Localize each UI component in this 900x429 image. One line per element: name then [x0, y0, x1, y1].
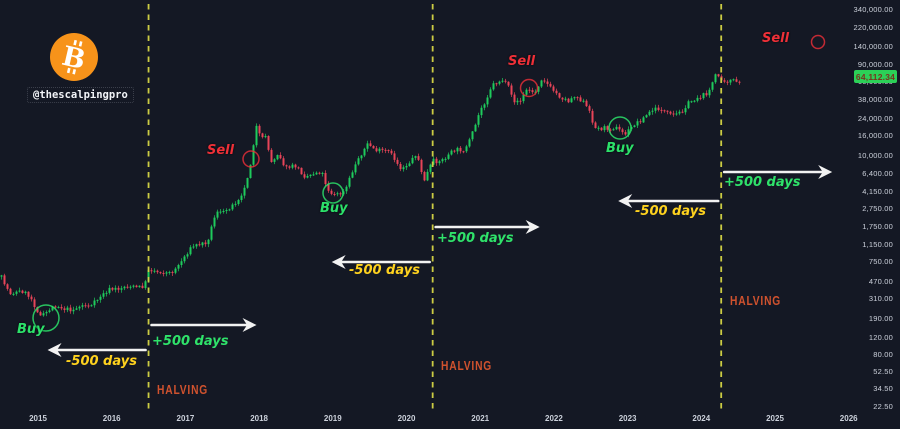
price-axis-label: 1,750.00: [862, 222, 893, 232]
buy-circle: [608, 116, 632, 140]
year-label: 2023: [618, 414, 637, 423]
buy-circle: [32, 304, 60, 332]
year-label: 2024: [692, 414, 711, 423]
price-axis-label: 10,000.00: [857, 150, 893, 160]
watermark-handle: @thescalpingpro: [27, 87, 134, 103]
last-price-badge: 64,112.34: [854, 70, 897, 83]
price-axis-label: 4,150.00: [862, 186, 893, 196]
price-axis[interactable]: 340,000.00220,000.00140,000.0090,000.006…: [828, 0, 900, 412]
price-axis-label: 52.50: [873, 367, 893, 377]
year-label: 2026: [839, 414, 858, 423]
price-axis-label: 22.50: [873, 402, 893, 412]
price-axis-label: 6,400.00: [862, 168, 893, 178]
price-axis-label: 120.00: [868, 332, 893, 342]
halving-lines: [147, 4, 723, 412]
price-axis-label: 310.00: [868, 293, 893, 303]
arrowhead-icon: [242, 318, 257, 332]
price-axis-label: 1,150.00: [862, 239, 893, 249]
price-axis-label: 470.00: [868, 276, 893, 286]
arrowhead-icon: [618, 194, 633, 208]
arrowhead-icon: [525, 220, 540, 234]
sell-circle: [810, 34, 826, 50]
candles-down: [3, 73, 741, 316]
price-axis-label: 190.00: [868, 314, 893, 324]
arrowhead-icon: [331, 255, 346, 269]
price-axis-label: 340,000.00: [853, 5, 893, 14]
year-label: 2019: [323, 414, 342, 423]
year-label: 2020: [397, 414, 416, 423]
sell-circle: [242, 150, 260, 168]
year-label: 2018: [250, 414, 268, 423]
signal-circles: [32, 34, 826, 332]
sell-circle: [519, 78, 539, 98]
bitcoin-logo: B: [50, 33, 98, 81]
price-axis-label: 24,000.00: [857, 114, 893, 124]
price-axis-label: 140,000.00: [853, 41, 893, 51]
price-axis-label: 2,750.00: [862, 203, 893, 213]
year-label: 2015: [29, 414, 47, 423]
price-axis-label: 220,000.00: [853, 22, 893, 32]
price-axis-label: 80.00: [873, 349, 893, 359]
price-axis-label: 34.50: [873, 384, 893, 394]
year-label: 2021: [471, 414, 490, 423]
year-label: 2017: [176, 414, 195, 423]
candlestick-series: [0, 73, 741, 317]
year-label: 2016: [102, 414, 121, 423]
year-label: 2025: [766, 414, 784, 423]
year-label: 2022: [544, 414, 563, 423]
price-axis-label: 750.00: [868, 257, 893, 267]
price-axis-label: 90,000.00: [857, 59, 893, 69]
bitcoin-icon: B: [50, 33, 98, 81]
day-arrows: [47, 165, 833, 357]
arrowhead-icon: [47, 343, 62, 357]
price-axis-label: 38,000.00: [857, 95, 893, 105]
arrowhead-icon: [818, 165, 833, 179]
candles-up: [0, 73, 735, 317]
buy-circle: [322, 182, 344, 204]
time-axis[interactable]: 2015 2016 2017 2018 2019 2020 2021 2022 2023 2024…: [0, 412, 900, 429]
price-axis-label: 16,000.00: [857, 131, 893, 141]
